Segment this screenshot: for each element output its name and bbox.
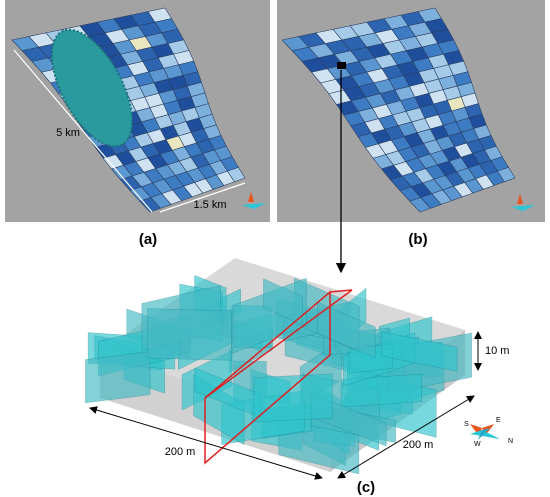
fracture — [85, 351, 151, 404]
width-line — [159, 182, 246, 213]
compass-w: W — [474, 441, 481, 448]
compass-c: S E W N — [464, 417, 513, 448]
compass-b — [511, 194, 535, 211]
surface-b — [281, 7, 516, 213]
cell — [227, 167, 246, 183]
compass-n: N — [508, 438, 513, 445]
fracture — [147, 308, 232, 361]
panel-c-label: (c) — [357, 479, 375, 496]
compass-a — [242, 192, 266, 209]
fracture — [253, 373, 333, 423]
dim-left — [89, 406, 323, 480]
length-line — [13, 49, 153, 213]
width-label: 1.5 km — [193, 199, 226, 211]
length-label: 5 km — [56, 127, 80, 139]
height-label: 10 m — [485, 345, 509, 357]
selected-cell — [337, 62, 346, 69]
fracture — [263, 278, 303, 326]
fracture — [317, 301, 376, 359]
compass-s: S — [464, 421, 469, 428]
fracture-cloud — [50, 28, 134, 148]
compass-e: E — [496, 417, 501, 424]
dim-right — [337, 395, 475, 479]
side-right-label: 200 m — [403, 439, 434, 451]
side-left-label: 200 m — [165, 446, 196, 458]
panel-b-label: (b) — [408, 231, 427, 248]
fracture — [381, 331, 458, 372]
panel-a-label: (a) — [139, 231, 157, 248]
cell — [497, 167, 516, 183]
